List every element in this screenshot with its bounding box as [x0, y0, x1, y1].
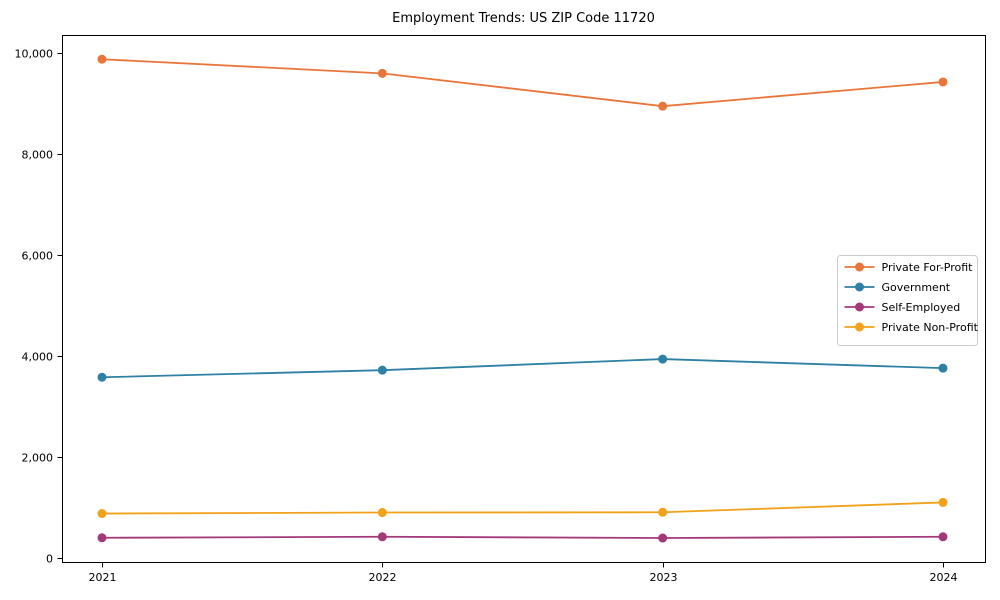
legend-label-private-non-profit: Private Non-Profit — [882, 321, 979, 334]
plot-border — [62, 35, 986, 563]
series-line-self-employed — [101, 535, 944, 539]
data-point-private-non-profit-2021 — [97, 509, 107, 519]
legend-marker-self-employed — [855, 302, 864, 312]
data-point-self-employed-2023 — [658, 533, 668, 543]
y-axis-tick-label: 10,000 — [15, 48, 54, 61]
data-point-private-non-profit-2024 — [938, 497, 948, 507]
data-point-government-2022 — [377, 365, 387, 375]
data-point-private-for-profit-2021 — [97, 54, 107, 64]
data-point-government-2023 — [658, 354, 668, 364]
data-point-self-employed-2021 — [97, 533, 107, 543]
data-point-self-employed-2024 — [938, 532, 948, 542]
legend-marker-private-for-profit — [855, 262, 864, 272]
data-point-government-2024 — [938, 363, 948, 373]
y-axis-tick-label: 0 — [46, 553, 53, 566]
data-point-private-non-profit-2022 — [377, 508, 387, 518]
y-axis-tick-label: 4,000 — [22, 351, 54, 364]
legend-label-self-employed: Self-Employed — [882, 301, 961, 314]
series-line-government — [101, 358, 944, 379]
data-point-private-for-profit-2023 — [658, 101, 668, 111]
legend-label-private-for-profit: Private For-Profit — [882, 261, 974, 274]
data-point-private-for-profit-2022 — [377, 68, 387, 78]
data-point-private-for-profit-2024 — [938, 77, 948, 87]
series-line-private-for-profit — [101, 58, 944, 108]
data-point-government-2021 — [97, 372, 107, 382]
legend-marker-government — [855, 282, 864, 292]
series-line-private-non-profit — [101, 501, 944, 515]
legend-marker-private-non-profit — [855, 322, 864, 332]
data-point-private-non-profit-2023 — [658, 507, 668, 517]
y-axis-tick-label: 2,000 — [22, 452, 54, 465]
x-axis-tick-label: 2022 — [369, 571, 397, 584]
data-point-self-employed-2022 — [377, 532, 387, 542]
x-axis-tick-label: 2023 — [650, 571, 678, 584]
y-axis-tick-label: 8,000 — [22, 149, 54, 162]
y-axis-tick-label: 6,000 — [22, 250, 54, 263]
chart-title: Employment Trends: US ZIP Code 11720 — [392, 11, 655, 26]
legend-frame — [837, 255, 978, 346]
legend-label-government: Government — [882, 281, 951, 294]
x-axis-tick-label: 2024 — [930, 571, 958, 584]
x-axis-tick-label: 2021 — [89, 571, 117, 584]
